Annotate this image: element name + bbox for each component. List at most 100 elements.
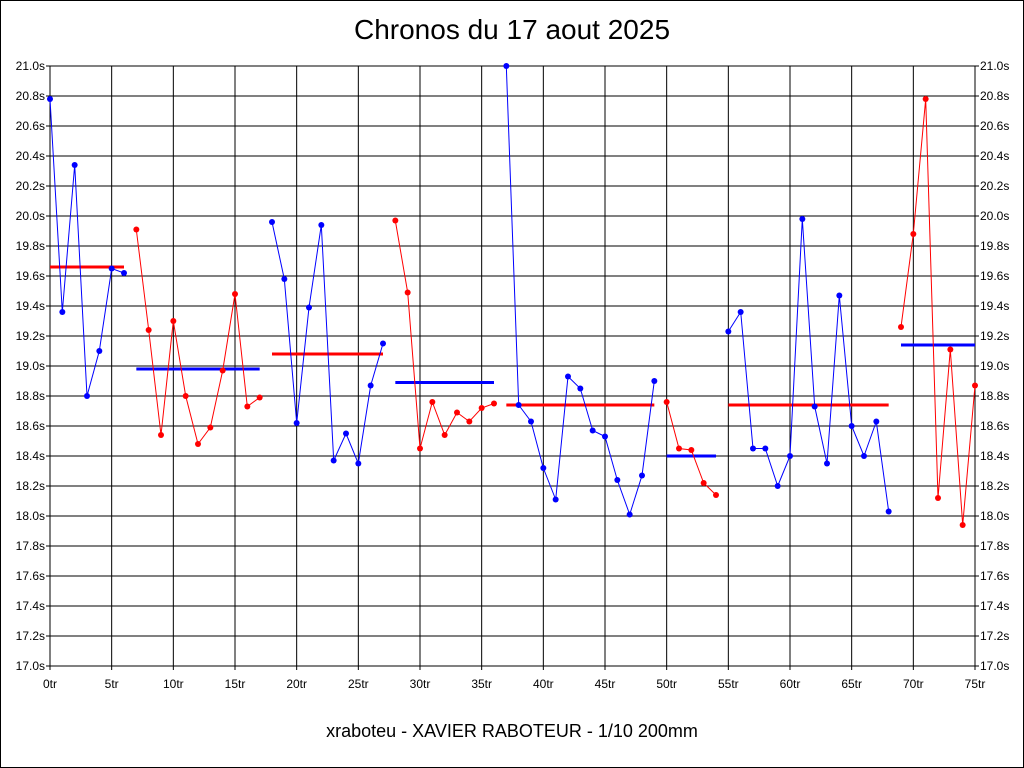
data-point (799, 216, 806, 222)
y-tick-label-left: 17.0s (16, 659, 45, 673)
y-tick-label-right: 18.4s (980, 449, 1009, 463)
data-point (552, 496, 559, 503)
y-tick-label-left: 21.0s (16, 59, 45, 73)
y-tick-label-right: 19.6s (980, 269, 1009, 283)
data-point (602, 433, 608, 440)
data-point (392, 217, 399, 224)
data-point (269, 219, 275, 225)
data-point (96, 348, 103, 354)
data-point (306, 304, 312, 311)
data-point (861, 453, 867, 459)
data-point (885, 508, 892, 515)
data-point (207, 424, 214, 431)
y-tick-label-right: 20.8s (980, 89, 1009, 103)
data-point (466, 418, 473, 425)
y-tick-label-right: 17.6s (980, 569, 1009, 583)
y-tick-label-right: 17.0s (980, 659, 1009, 673)
data-point (256, 394, 263, 401)
data-point (380, 340, 386, 347)
data-point (478, 405, 485, 411)
data-point (232, 291, 238, 297)
data-point (121, 270, 127, 276)
y-tick-label-left: 19.2s (16, 329, 45, 343)
series-line (271, 221, 384, 466)
data-point (787, 453, 793, 459)
y-tick-label-right: 18.0s (980, 509, 1009, 523)
data-point (515, 402, 522, 408)
y-tick-label-right: 18.8s (980, 389, 1009, 403)
data-point (219, 367, 226, 374)
y-tick-label-left: 17.2s (16, 629, 45, 643)
data-point (528, 418, 534, 425)
data-point (700, 480, 707, 486)
data-point (725, 328, 732, 335)
data-point (577, 385, 584, 392)
y-tick-label-left: 17.8s (16, 539, 45, 553)
data-point (589, 427, 596, 434)
x-tick-label: 25tr (348, 677, 369, 691)
y-tick-label-right: 17.2s (980, 629, 1009, 643)
data-point (922, 96, 929, 102)
data-point (367, 382, 374, 389)
x-tick-label: 50tr (656, 677, 677, 691)
y-tick-label-right: 17.8s (980, 539, 1009, 553)
data-point (145, 327, 152, 333)
y-tick-label-left: 20.0s (16, 209, 45, 223)
x-tick-label: 75tr (965, 677, 986, 691)
y-tick-label-right: 20.6s (980, 119, 1009, 133)
data-point (59, 309, 66, 315)
data-point (503, 63, 510, 69)
data-point (343, 430, 349, 437)
data-point (355, 460, 362, 467)
data-point (565, 373, 571, 380)
data-point (959, 522, 966, 528)
y-tick-label-left: 20.2s (16, 179, 45, 193)
x-tick-label: 65tr (841, 677, 862, 691)
data-point (158, 432, 164, 438)
y-tick-label-right: 19.8s (980, 239, 1009, 253)
y-tick-label-right: 19.2s (980, 329, 1009, 343)
chart-subtitle: xraboteu - XAVIER RABOTEUR - 1/10 200mm (326, 721, 698, 741)
x-tick-label: 20tr (286, 677, 307, 691)
data-point (281, 276, 288, 282)
x-tick-label: 15tr (225, 677, 246, 691)
data-point (639, 472, 645, 479)
data-point (47, 96, 53, 102)
data-point (676, 445, 682, 452)
y-tick-label-right: 19.0s (980, 359, 1009, 373)
y-tick-label-right: 21.0s (980, 59, 1009, 73)
data-point (910, 231, 917, 237)
data-point (774, 483, 781, 489)
y-tick-label-left: 19.4s (16, 299, 45, 313)
y-tick-label-left: 19.0s (16, 359, 45, 373)
data-point (318, 222, 325, 228)
x-tick-label: 60tr (780, 677, 801, 691)
x-tick-label: 30tr (410, 677, 431, 691)
y-tick-label-right: 19.4s (980, 299, 1009, 313)
y-tick-label-left: 18.0s (16, 509, 45, 523)
data-point (651, 378, 658, 384)
data-point (170, 318, 177, 324)
y-tick-label-left: 17.4s (16, 599, 45, 613)
data-point (713, 492, 719, 498)
data-point (737, 309, 744, 315)
y-tick-label-left: 20.8s (16, 89, 45, 103)
y-tick-label-right: 18.2s (980, 479, 1009, 493)
data-point (330, 457, 337, 464)
data-point (108, 265, 115, 272)
x-tick-label: 35tr (471, 677, 492, 691)
y-tick-label-left: 18.2s (16, 479, 45, 493)
y-tick-label-left: 17.6s (16, 569, 45, 583)
x-tick-label: 40tr (533, 677, 554, 691)
data-point (935, 495, 941, 501)
data-point (404, 289, 411, 296)
y-tick-label-left: 20.4s (16, 149, 45, 163)
data-point (614, 477, 621, 483)
data-point (824, 460, 830, 467)
data-point (84, 393, 90, 399)
y-tick-label-left: 18.6s (16, 419, 45, 433)
y-tick-label-right: 20.2s (980, 179, 1009, 193)
data-point (873, 418, 880, 425)
data-point (947, 346, 954, 353)
